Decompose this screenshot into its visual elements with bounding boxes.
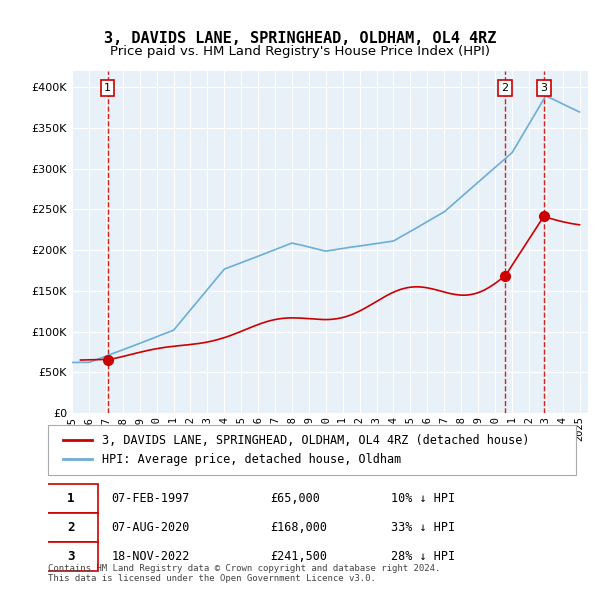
FancyBboxPatch shape — [48, 425, 576, 475]
Text: £168,000: £168,000 — [270, 521, 327, 534]
Text: 10% ↓ HPI: 10% ↓ HPI — [391, 492, 455, 505]
Text: 3: 3 — [540, 83, 547, 93]
Text: 3: 3 — [67, 550, 74, 563]
Text: Contains HM Land Registry data © Crown copyright and database right 2024.
This d: Contains HM Land Registry data © Crown c… — [48, 563, 440, 583]
FancyBboxPatch shape — [43, 484, 98, 513]
Text: 1: 1 — [67, 492, 74, 505]
Text: 18-NOV-2022: 18-NOV-2022 — [112, 550, 190, 563]
Text: 2: 2 — [502, 83, 509, 93]
Text: £65,000: £65,000 — [270, 492, 320, 505]
Text: 3, DAVIDS LANE, SPRINGHEAD, OLDHAM, OL4 4RZ: 3, DAVIDS LANE, SPRINGHEAD, OLDHAM, OL4 … — [104, 31, 496, 46]
Text: 1: 1 — [104, 83, 111, 93]
Text: Price paid vs. HM Land Registry's House Price Index (HPI): Price paid vs. HM Land Registry's House … — [110, 45, 490, 58]
Text: £241,500: £241,500 — [270, 550, 327, 563]
Text: 33% ↓ HPI: 33% ↓ HPI — [391, 521, 455, 534]
Legend: 3, DAVIDS LANE, SPRINGHEAD, OLDHAM, OL4 4RZ (detached house), HPI: Average price: 3, DAVIDS LANE, SPRINGHEAD, OLDHAM, OL4 … — [59, 430, 533, 470]
Text: 07-FEB-1997: 07-FEB-1997 — [112, 492, 190, 505]
FancyBboxPatch shape — [43, 513, 98, 542]
Text: 2: 2 — [67, 521, 74, 534]
FancyBboxPatch shape — [43, 542, 98, 571]
Text: 28% ↓ HPI: 28% ↓ HPI — [391, 550, 455, 563]
Text: 07-AUG-2020: 07-AUG-2020 — [112, 521, 190, 534]
